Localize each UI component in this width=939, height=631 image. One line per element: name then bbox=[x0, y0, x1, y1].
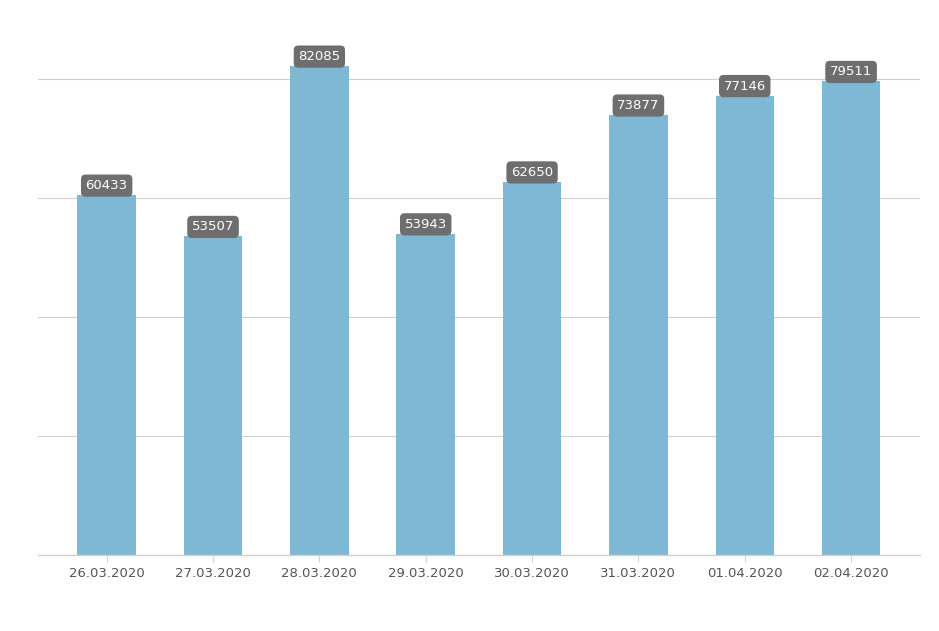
Text: 60433: 60433 bbox=[85, 179, 128, 192]
Text: 73877: 73877 bbox=[617, 99, 659, 112]
Text: 82085: 82085 bbox=[299, 50, 341, 63]
Bar bbox=[822, 81, 881, 555]
Bar bbox=[609, 115, 668, 555]
Bar bbox=[77, 195, 136, 555]
Bar bbox=[396, 234, 455, 555]
Bar bbox=[502, 182, 562, 555]
Bar bbox=[184, 237, 242, 555]
Text: 53943: 53943 bbox=[405, 218, 447, 231]
Bar bbox=[716, 95, 774, 555]
Text: 77146: 77146 bbox=[724, 80, 766, 93]
Text: 79511: 79511 bbox=[830, 66, 872, 78]
Text: 53507: 53507 bbox=[192, 220, 234, 233]
Text: 62650: 62650 bbox=[511, 166, 553, 179]
Bar bbox=[290, 66, 348, 555]
